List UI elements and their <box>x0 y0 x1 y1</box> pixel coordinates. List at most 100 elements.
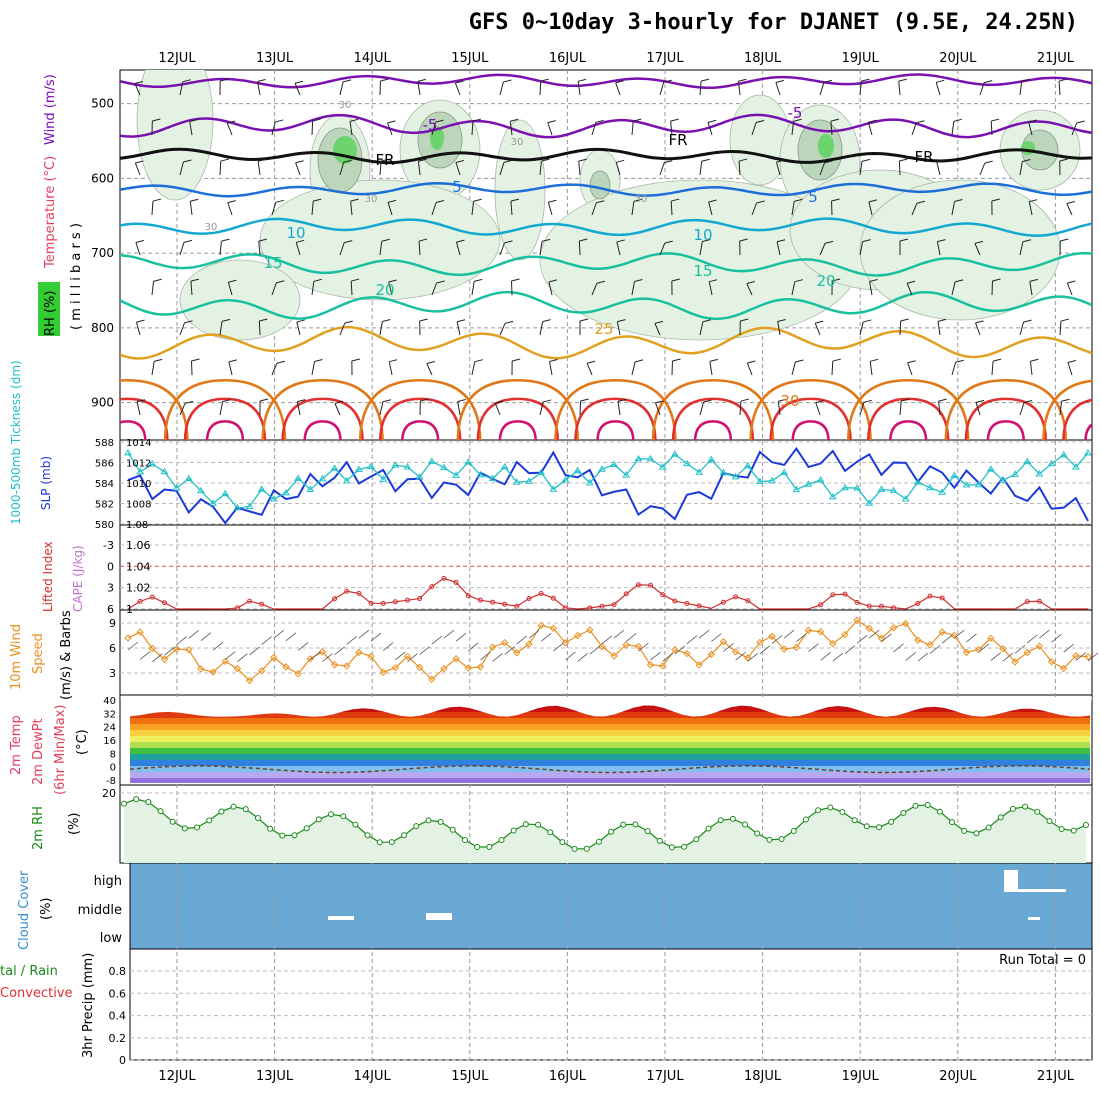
temperature-band <box>130 748 1090 755</box>
wind-speed-marker <box>367 652 375 661</box>
thickness-marker <box>330 464 339 471</box>
wind-barb <box>339 242 345 256</box>
wind-barb <box>615 162 621 176</box>
wind-speed-marker <box>974 645 983 654</box>
wind-barb-flag <box>275 199 284 203</box>
wind-barb <box>751 122 757 136</box>
wind-speed-marker <box>318 648 327 656</box>
wind-barb-flag <box>220 78 229 82</box>
wind-barb-flag <box>738 158 748 162</box>
wind-barb <box>776 241 781 256</box>
lifted-index-tick-label: -3 <box>103 539 114 552</box>
temp-contour-minus10 <box>120 73 1092 89</box>
wind-barb-flag <box>511 278 520 282</box>
lifted-index-marker <box>137 598 143 604</box>
thickness-marker <box>452 471 460 478</box>
wind-barb-10m <box>820 652 831 661</box>
wind-barb-flag <box>504 320 514 324</box>
wind-barb <box>227 282 233 296</box>
wind-barb-flag <box>503 159 513 163</box>
precip-panel <box>129 948 1093 1061</box>
wind-barb <box>708 201 713 216</box>
wind-barb <box>179 161 184 176</box>
rh2m-marker <box>875 824 882 831</box>
cape-tick-label: 1 <box>126 603 133 616</box>
temperature-band <box>130 754 1090 761</box>
temperature-tick-label: 16 <box>103 736 116 747</box>
wind-barb <box>699 161 703 176</box>
wind-barb-flag <box>510 118 519 122</box>
wind-barb-flag <box>975 320 984 324</box>
wind-barb-flag <box>655 400 664 404</box>
wind-barb-10m <box>553 642 564 652</box>
wind-barb <box>219 401 224 416</box>
rh2m-marker <box>401 832 408 839</box>
wind-barb-flag <box>504 240 513 244</box>
wind10m-panel <box>119 609 1093 696</box>
wind-barb <box>616 321 621 336</box>
wind-barb-flag <box>382 399 392 403</box>
wind-barb-10m <box>273 629 285 639</box>
cloud-box <box>1004 870 1018 892</box>
lifted-index-marker <box>490 599 496 605</box>
precip-title-label: 3hr Precip (mm) <box>81 953 96 1058</box>
wind-barb-flag <box>1058 78 1068 82</box>
temp-contour-dome <box>359 378 482 440</box>
cloud-box <box>1028 917 1040 920</box>
wind-speed-marker <box>707 650 715 658</box>
wind-barb-flag <box>937 239 946 243</box>
precip-tick-label: 0.8 <box>109 965 127 978</box>
wind-barb <box>136 321 141 336</box>
wind-barb <box>578 161 581 176</box>
wind-barb <box>791 281 796 296</box>
wind-barb <box>379 401 384 416</box>
wind-speed-marker <box>245 676 254 685</box>
thickness-marker <box>828 492 837 500</box>
date-label-top: 21JUL <box>1037 51 1075 66</box>
wind-speed-marker <box>136 628 144 636</box>
wind-barb <box>815 402 821 416</box>
wind-series <box>124 616 1099 685</box>
precip-total-label: tal / Rain <box>0 964 58 979</box>
wind-barb-flag <box>991 118 1000 122</box>
wind-barbs-label: (m/s) & Barbs <box>59 610 74 700</box>
wind-speed-marker <box>379 668 387 677</box>
cloud-level-label: middle <box>78 903 122 918</box>
wind-barb-flag <box>984 80 993 84</box>
wind-speed-marker <box>695 661 703 669</box>
wind-barb-flag <box>954 199 963 203</box>
rh2m-marker <box>571 845 578 852</box>
rh2m-marker <box>863 823 870 830</box>
wind-barb <box>311 361 315 376</box>
thickness-marker <box>792 485 801 493</box>
pressure-tick-label: 500 <box>91 97 114 111</box>
wind-barb <box>974 243 981 256</box>
wind-barb <box>1067 362 1073 376</box>
date-label-bottom: 19JUL <box>842 1069 880 1084</box>
rh2m-marker <box>815 807 822 814</box>
wind-barb <box>189 201 193 216</box>
wind-barb-10m <box>152 653 163 662</box>
slp-tick-label: 1012 <box>126 459 151 470</box>
wind-speed-marker <box>792 643 801 652</box>
wind-barb-flag <box>702 319 712 323</box>
wind-barb <box>937 321 941 336</box>
thickness-marker <box>427 457 436 464</box>
wind-barb-flag <box>228 359 238 363</box>
slp-tick-label: 1014 <box>126 438 151 449</box>
wind-barb <box>951 121 955 136</box>
wind-barb <box>1066 282 1073 296</box>
contour-label: FR <box>914 148 933 166</box>
lifted-index-marker <box>550 595 556 601</box>
temperature-band <box>130 760 1090 767</box>
wind-barb <box>339 162 345 176</box>
wind-barb-10m <box>1039 629 1050 639</box>
lifted-index-marker <box>392 599 398 605</box>
wind-barb <box>258 321 261 336</box>
wind-barb-flag <box>1060 238 1069 242</box>
wind-barb <box>936 161 941 176</box>
rh2m-marker <box>1022 803 1029 810</box>
wind-barb-flag <box>503 79 512 83</box>
wind-barb <box>655 402 661 416</box>
